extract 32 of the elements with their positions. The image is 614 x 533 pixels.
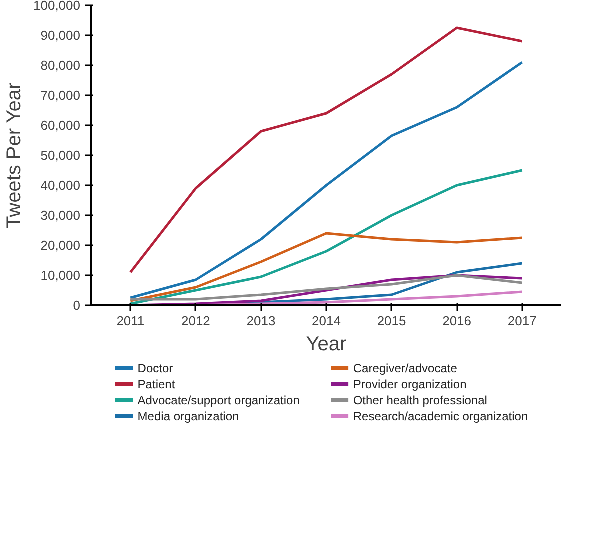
y-tick-label: 70,000: [40, 88, 81, 103]
line-series: [129, 26, 524, 274]
legend-label: Advocate/support organization: [138, 394, 300, 408]
y-tick-label: 20,000: [40, 238, 81, 253]
legend-label: Provider organization: [353, 378, 467, 392]
y-tick-label: 60,000: [40, 118, 81, 133]
x-tick-label: 2013: [246, 314, 276, 328]
legend-label: Other health professional: [353, 394, 488, 408]
x-tick-label: 2015: [377, 314, 406, 328]
line-series: [129, 169, 524, 306]
legend-label: Doctor: [138, 362, 174, 376]
x-tick-label: 2014: [312, 314, 341, 328]
y-tick-label: 40,000: [40, 178, 81, 193]
y-tick-label: 10,000: [40, 268, 81, 283]
x-tick-label: 2017: [508, 314, 537, 328]
y-tick-label: 0: [73, 298, 81, 313]
y-tick-label: 90,000: [40, 28, 81, 43]
x-tick-label: 2016: [442, 314, 472, 328]
y-tick-label: 30,000: [40, 208, 81, 223]
legend-label: Caregiver/advocate: [353, 362, 458, 376]
legend-label: Research/academic organization: [353, 410, 528, 424]
legend-label: Patient: [138, 378, 176, 392]
y-tick-label: 100,000: [34, 0, 81, 13]
legend-label: Media organization: [138, 410, 240, 424]
x-tick-label: 2012: [181, 314, 210, 328]
line-series: [129, 61, 524, 300]
x-axis-title: Year: [306, 334, 348, 356]
y-axis-title: Tweets Per Year: [4, 82, 26, 229]
y-tick-label: 80,000: [40, 58, 81, 73]
line-series: [129, 232, 524, 302]
x-tick-label: 2011: [116, 314, 145, 328]
y-tick-label: 50,000: [40, 148, 81, 163]
